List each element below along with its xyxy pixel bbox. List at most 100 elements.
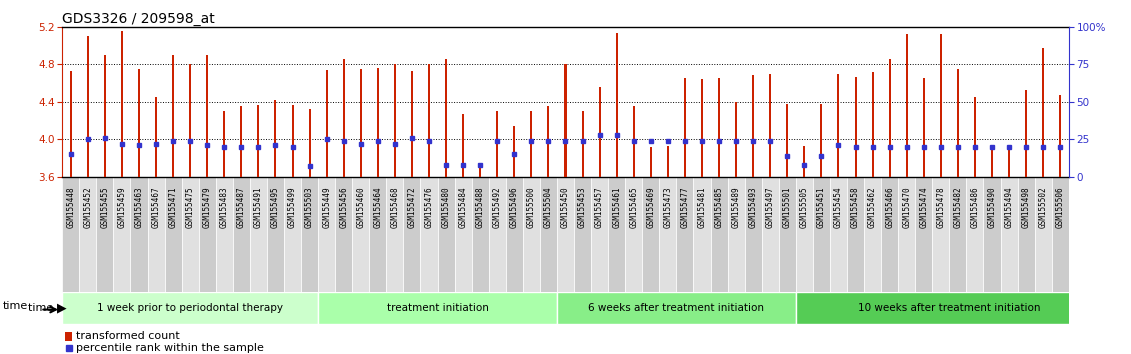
Text: GSM155491: GSM155491 (253, 186, 262, 228)
Bar (309, 109, 311, 177)
Text: GSM155500: GSM155500 (527, 186, 536, 228)
Text: GSM155489: GSM155489 (732, 186, 741, 228)
Bar (404, 177, 421, 292)
Bar (438, 177, 455, 292)
Bar (96, 177, 113, 292)
Text: GSM155467: GSM155467 (152, 186, 161, 228)
Text: GSM155448: GSM155448 (67, 186, 76, 228)
Text: GSM155493: GSM155493 (749, 186, 758, 228)
Text: transformed count: transformed count (77, 331, 180, 341)
Bar (513, 126, 516, 177)
Text: GSM155483: GSM155483 (219, 186, 228, 228)
Bar (352, 177, 370, 292)
Text: GSM155490: GSM155490 (987, 186, 996, 228)
Text: GSM155464: GSM155464 (373, 186, 382, 228)
Bar (489, 177, 506, 292)
Bar (318, 292, 556, 324)
Bar (684, 78, 685, 177)
Bar (275, 100, 276, 177)
Bar (113, 177, 130, 292)
Bar (1025, 91, 1027, 177)
Text: GSM155496: GSM155496 (510, 186, 519, 228)
Bar (172, 55, 174, 177)
Text: GSM155451: GSM155451 (817, 186, 826, 228)
Bar (189, 64, 191, 177)
Text: GSM155497: GSM155497 (766, 186, 775, 228)
Text: GSM155505: GSM155505 (800, 186, 809, 228)
Bar (659, 177, 676, 292)
Text: treatment initiation: treatment initiation (387, 303, 489, 313)
Bar (250, 177, 267, 292)
Text: GSM155453: GSM155453 (578, 186, 587, 228)
Bar (915, 177, 932, 292)
Bar (923, 78, 925, 177)
Bar (70, 71, 71, 177)
Bar (598, 87, 601, 177)
Text: GSM155461: GSM155461 (612, 186, 621, 228)
Bar (727, 177, 744, 292)
Text: GSM155455: GSM155455 (101, 186, 110, 228)
Text: GSM155457: GSM155457 (595, 186, 604, 228)
Text: 1 week prior to periodontal therapy: 1 week prior to periodontal therapy (97, 303, 283, 313)
Text: 6 weeks after treatment initiation: 6 weeks after treatment initiation (588, 303, 765, 313)
Bar (608, 177, 625, 292)
Bar (523, 177, 539, 292)
Text: GSM155470: GSM155470 (903, 186, 912, 228)
Text: GSM155477: GSM155477 (681, 186, 690, 228)
Bar (301, 177, 318, 292)
Text: GSM155475: GSM155475 (185, 186, 195, 228)
Text: GSM155449: GSM155449 (322, 186, 331, 228)
Bar (949, 177, 966, 292)
Bar (575, 177, 592, 292)
Bar (233, 177, 250, 292)
Bar (847, 177, 864, 292)
Bar (421, 177, 438, 292)
Bar (387, 177, 404, 292)
Bar (940, 34, 942, 177)
Bar (292, 104, 294, 177)
Text: GSM155503: GSM155503 (305, 186, 314, 228)
Bar (667, 146, 668, 177)
Text: GSM155485: GSM155485 (715, 186, 724, 228)
Text: GSM155506: GSM155506 (1055, 186, 1064, 228)
Bar (318, 177, 335, 292)
Bar (556, 292, 796, 324)
Bar (155, 97, 157, 177)
Text: GSM155481: GSM155481 (698, 186, 707, 228)
Text: GDS3326 / 209598_at: GDS3326 / 209598_at (62, 12, 215, 25)
Bar (796, 177, 813, 292)
Bar (326, 70, 328, 177)
Bar (693, 177, 710, 292)
Text: GSM155456: GSM155456 (339, 186, 348, 228)
Bar (267, 177, 284, 292)
Bar (625, 177, 642, 292)
Text: GSM155488: GSM155488 (476, 186, 485, 228)
Bar (718, 78, 720, 177)
Bar (199, 177, 216, 292)
Text: GSM155454: GSM155454 (834, 186, 843, 228)
Bar (1042, 48, 1044, 177)
Bar (506, 177, 523, 292)
Text: GSM155473: GSM155473 (664, 186, 672, 228)
Bar (581, 111, 584, 177)
Bar (530, 111, 533, 177)
Bar (830, 177, 847, 292)
Text: GSM155458: GSM155458 (851, 186, 860, 228)
Bar (1052, 177, 1069, 292)
Bar (615, 33, 618, 177)
Bar (744, 177, 761, 292)
Bar (1060, 95, 1061, 177)
Bar (906, 34, 908, 177)
Bar (121, 31, 123, 177)
Bar (62, 292, 318, 324)
Bar (803, 146, 805, 177)
Bar (446, 59, 447, 177)
Text: ▶: ▶ (57, 302, 67, 314)
Text: GSM155466: GSM155466 (886, 186, 895, 228)
Bar (984, 177, 1001, 292)
Text: GSM155476: GSM155476 (424, 186, 433, 228)
Bar (889, 59, 891, 177)
Text: GSM155482: GSM155482 (953, 186, 962, 228)
Bar (752, 75, 754, 177)
Bar (813, 177, 830, 292)
